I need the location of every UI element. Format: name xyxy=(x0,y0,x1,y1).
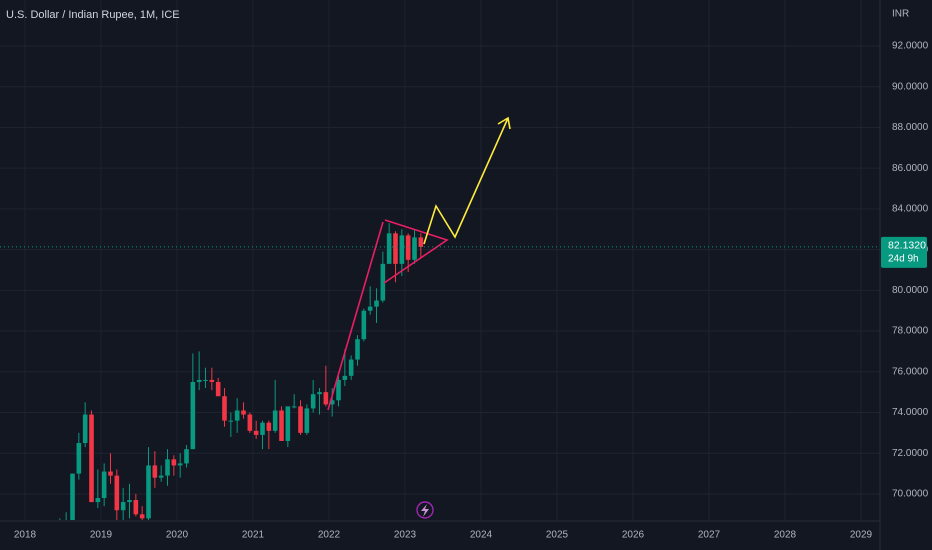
candle-body xyxy=(158,475,164,478)
y-tick-label: 84.0000 xyxy=(892,204,929,215)
candle-body xyxy=(184,449,189,464)
candle-body xyxy=(89,414,94,503)
candle-body xyxy=(380,263,386,301)
candle-body xyxy=(342,375,348,380)
y-tick-label: 92.0000 xyxy=(892,41,929,52)
candle-body xyxy=(165,459,170,476)
candle-body xyxy=(399,235,405,264)
x-tick-label: 2022 xyxy=(318,530,341,541)
candle-body xyxy=(215,381,221,397)
x-tick-label: 2027 xyxy=(698,530,721,541)
candle-body xyxy=(222,396,227,421)
candle-body xyxy=(247,414,253,431)
grid xyxy=(0,0,880,520)
candle-body xyxy=(272,410,278,431)
candle-body xyxy=(266,422,272,431)
candle-body xyxy=(329,400,335,405)
candle-body xyxy=(336,379,341,401)
candle-body xyxy=(355,339,360,360)
candle-body xyxy=(133,500,139,515)
candle-body xyxy=(76,443,82,474)
event-icon[interactable] xyxy=(416,501,434,519)
y-tick-label: 76.0000 xyxy=(892,366,929,377)
candle-body xyxy=(285,406,291,442)
event-icon xyxy=(421,504,429,517)
candle-body xyxy=(361,310,367,340)
y-tick-label: 90.0000 xyxy=(892,81,929,92)
y-tick-label: 86.0000 xyxy=(892,163,929,174)
x-tick-label: 2020 xyxy=(166,530,189,541)
arrow-head xyxy=(497,116,511,130)
currency: INR xyxy=(892,9,909,20)
candle-body xyxy=(228,420,234,422)
candle-body xyxy=(101,471,107,499)
candle-body xyxy=(298,406,303,433)
projection xyxy=(423,117,509,245)
candle-body xyxy=(348,359,354,376)
candle-body xyxy=(139,514,145,519)
candle-body xyxy=(234,410,240,421)
countdown: 24d 9h xyxy=(888,254,919,265)
y-tick-label: 72.0000 xyxy=(892,448,929,459)
candle-body xyxy=(374,300,379,307)
candle-body xyxy=(393,233,398,264)
triangle xyxy=(383,219,449,284)
candle-body xyxy=(196,379,202,382)
trend-line xyxy=(327,221,384,411)
candle-body xyxy=(152,465,158,478)
x-tick-label: 2028 xyxy=(774,530,797,541)
x-tick-label: 2025 xyxy=(546,530,569,541)
y-tick-label: 74.0000 xyxy=(892,407,929,418)
last-price-box xyxy=(881,236,927,268)
x-tick-label: 2021 xyxy=(242,530,265,541)
candle-body xyxy=(171,459,177,466)
candle-body xyxy=(120,502,126,511)
candle-body xyxy=(279,410,284,442)
candle-body xyxy=(114,475,120,511)
candle-body xyxy=(317,392,322,395)
candle-body xyxy=(412,237,417,260)
candle-body xyxy=(203,379,208,381)
y-tick-label: 78.0000 xyxy=(892,326,929,337)
x-tick-label: 2029 xyxy=(850,530,873,541)
candle-body xyxy=(177,463,183,466)
chart-title: U.S. Dollar / Indian Rupee, 1M, ICE xyxy=(6,9,180,21)
candle-body xyxy=(209,379,215,382)
last-price-label: 82.1320 xyxy=(888,240,926,252)
candle-body xyxy=(253,430,259,435)
x-tick-label: 2026 xyxy=(622,530,645,541)
candle-body xyxy=(127,500,132,503)
candle-body xyxy=(386,233,392,264)
candle-body xyxy=(291,406,297,408)
candle-body xyxy=(82,414,88,444)
x-tick-label: 2019 xyxy=(90,530,113,541)
candle-body xyxy=(304,408,310,433)
y-tick-label: 80.0000 xyxy=(892,285,929,296)
candle-body xyxy=(146,465,151,519)
y-tick-label: 70.0000 xyxy=(892,489,929,500)
candle-body xyxy=(260,422,265,435)
candle-body xyxy=(70,473,75,520)
candles xyxy=(59,223,424,520)
y-tick-label: 88.0000 xyxy=(892,122,929,133)
x-tick-label: 2024 xyxy=(470,530,493,541)
candle-body xyxy=(190,381,196,450)
candle-body xyxy=(405,235,411,260)
candle-body xyxy=(418,237,424,247)
candle-body xyxy=(108,471,113,476)
candle-body xyxy=(241,410,246,415)
candle-body xyxy=(310,394,316,409)
x-tick-label: 2023 xyxy=(394,530,417,541)
candle-body xyxy=(323,392,329,405)
x-tick-label: 2018 xyxy=(14,530,37,541)
candle-body xyxy=(95,498,101,503)
candle-body xyxy=(367,306,373,311)
drawings xyxy=(327,116,511,411)
